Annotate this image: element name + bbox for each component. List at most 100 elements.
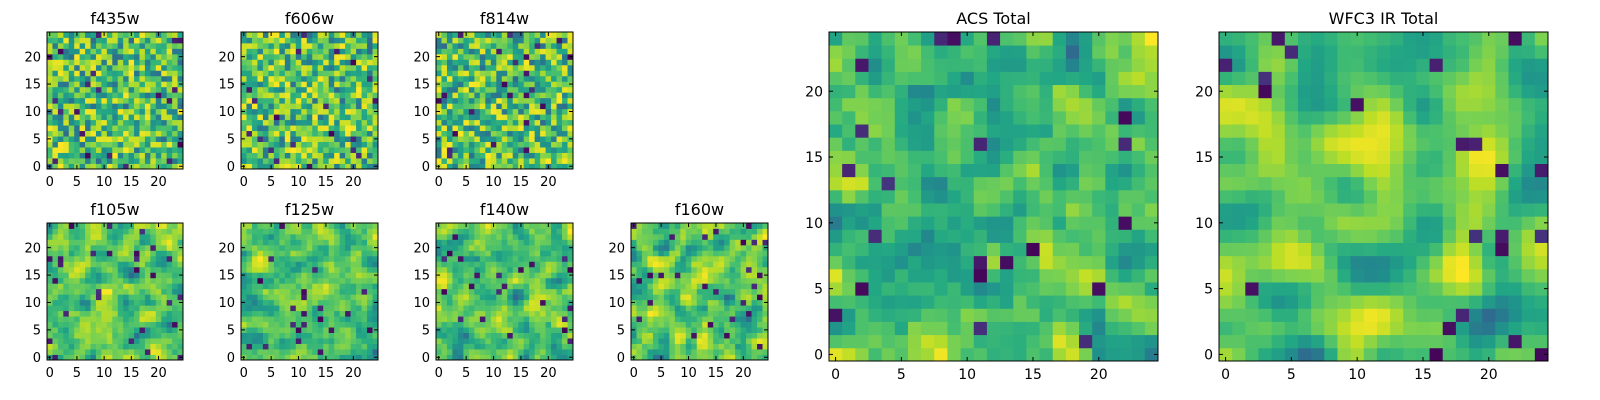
heatmap-cell xyxy=(172,92,178,99)
heatmap-cell xyxy=(713,305,720,312)
heatmap-cell xyxy=(279,233,286,240)
heatmap-cell xyxy=(829,334,843,349)
heatmap-cell xyxy=(144,332,151,339)
heatmap-cell xyxy=(90,305,97,312)
heatmap-cell xyxy=(306,343,313,350)
heatmap-cell xyxy=(123,48,129,55)
heatmap-cell xyxy=(562,125,568,132)
heatmap-cell xyxy=(534,228,541,235)
heatmap-cell xyxy=(479,316,486,323)
heatmap-cell xyxy=(545,130,552,137)
heatmap-cell xyxy=(669,272,676,279)
heatmap-cell xyxy=(161,255,168,262)
x-tick-label: 20 xyxy=(735,366,752,381)
heatmap-cell xyxy=(290,48,297,55)
heatmap-cell xyxy=(751,261,758,268)
heatmap-cell xyxy=(663,283,670,290)
heatmap-cell xyxy=(367,75,373,82)
heatmap-cell xyxy=(474,233,481,240)
heatmap-cell xyxy=(545,228,552,235)
heatmap-cell xyxy=(641,244,648,251)
heatmap-cell xyxy=(339,32,346,38)
heatmap-cell xyxy=(367,114,373,121)
heatmap-cell xyxy=(468,332,475,339)
heatmap-cell xyxy=(134,327,140,333)
heatmap-cell xyxy=(334,244,341,251)
heatmap-cell xyxy=(740,294,747,301)
heatmap-cell xyxy=(540,349,546,355)
heatmap-cell xyxy=(334,228,341,235)
heatmap-cell xyxy=(457,59,464,66)
heatmap-cell xyxy=(1039,347,1054,362)
heatmap-cell xyxy=(134,103,140,110)
heatmap-cell xyxy=(674,250,681,257)
heatmap-cell xyxy=(746,239,752,246)
heatmap-cell xyxy=(507,244,514,251)
heatmap-cell xyxy=(636,343,643,350)
heatmap-cell xyxy=(452,266,459,273)
heatmap-cell xyxy=(128,250,135,257)
heatmap-cell xyxy=(567,32,574,38)
heatmap-cell xyxy=(436,42,442,49)
heatmap-cell xyxy=(746,316,752,323)
heatmap-cell xyxy=(52,283,59,290)
heatmap-cell xyxy=(47,228,53,235)
heatmap-cell xyxy=(95,70,102,77)
heatmap-cell xyxy=(894,163,909,178)
heatmap-cell xyxy=(161,48,168,55)
heatmap-cell xyxy=(436,141,442,148)
heatmap-cell xyxy=(85,125,91,132)
heatmap-cell xyxy=(496,114,503,121)
heatmap-cell xyxy=(150,305,157,312)
heatmap-cell xyxy=(641,223,648,229)
heatmap-cell xyxy=(334,130,341,137)
heatmap-cell xyxy=(490,261,497,268)
heatmap-cell xyxy=(556,244,563,251)
heatmap-cell xyxy=(101,239,108,246)
heatmap-cell xyxy=(855,150,869,164)
heatmap-cell xyxy=(356,70,362,77)
heatmap-cell xyxy=(95,233,102,240)
heatmap-cell xyxy=(735,266,741,273)
heatmap-cell xyxy=(246,158,253,164)
heatmap-cell xyxy=(112,250,119,257)
heatmap-cell xyxy=(251,97,258,104)
heatmap-cell xyxy=(52,349,59,355)
heatmap-cell xyxy=(718,349,725,355)
heatmap-cell xyxy=(339,299,346,306)
heatmap-cell xyxy=(1013,216,1027,230)
heatmap-cell xyxy=(246,305,253,312)
heatmap-cell xyxy=(155,283,162,290)
heatmap-cell xyxy=(512,261,519,268)
heatmap-cell xyxy=(507,305,514,312)
heatmap-cell xyxy=(95,152,102,159)
heatmap-cell xyxy=(1079,216,1093,230)
heatmap-cell xyxy=(273,338,280,344)
heatmap-cell xyxy=(441,327,448,333)
heatmap-cell xyxy=(241,321,247,328)
heatmap-cell xyxy=(166,327,173,333)
heatmap-cell xyxy=(529,59,536,66)
heatmap-cell xyxy=(529,338,536,344)
heatmap-cell xyxy=(106,354,113,361)
heatmap-cell xyxy=(246,163,253,170)
heatmap-cell xyxy=(279,266,286,273)
heatmap-cell xyxy=(855,282,869,296)
heatmap-cell xyxy=(463,332,470,339)
heatmap-cell xyxy=(262,42,269,49)
heatmap-cell xyxy=(101,152,108,159)
heatmap-cell xyxy=(960,242,975,257)
heatmap-cell xyxy=(631,338,637,344)
heatmap-cell xyxy=(452,81,459,88)
heatmap-cell xyxy=(452,86,459,93)
heatmap-cell xyxy=(339,81,346,88)
heatmap-cell xyxy=(273,37,280,44)
heatmap-cell xyxy=(702,299,709,306)
heatmap-cell xyxy=(128,152,135,159)
heatmap-cell xyxy=(751,294,758,301)
heatmap-cell xyxy=(79,59,86,66)
heatmap-cell xyxy=(1013,242,1027,257)
heatmap-cell xyxy=(556,354,563,361)
heatmap-cell xyxy=(986,189,1001,204)
